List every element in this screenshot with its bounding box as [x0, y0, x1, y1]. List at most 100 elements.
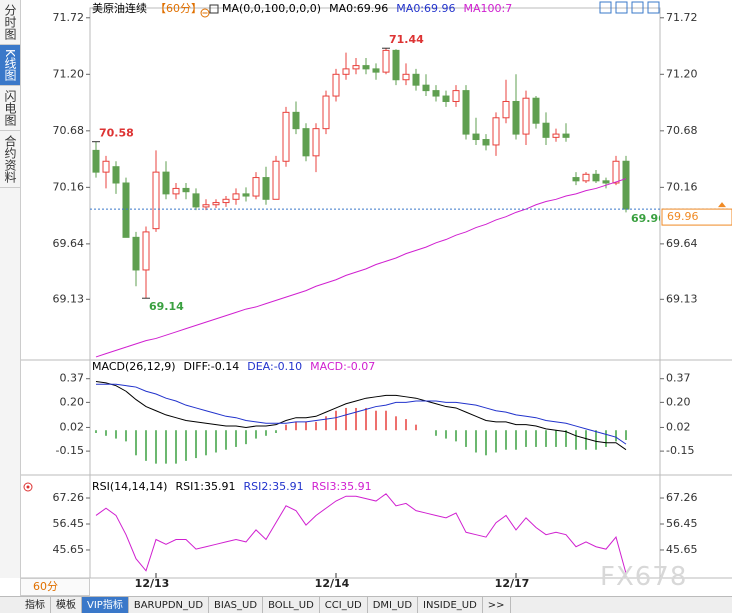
toolbar-tab[interactable]: BARUPDN_UD	[129, 597, 210, 613]
y-tick-label: 71.72	[53, 11, 85, 24]
candle-body	[412, 73, 420, 86]
candle-body	[402, 73, 410, 81]
side-tab[interactable]: K线图	[0, 45, 20, 86]
candle-body	[262, 177, 270, 200]
legend-label: RSI3:35.91	[312, 480, 372, 493]
toolbar-tab[interactable]: INSIDE_UD	[418, 597, 483, 613]
candle-body	[222, 198, 230, 204]
candle-body	[112, 166, 120, 184]
toolbar-tab[interactable]: CCI_UD	[320, 597, 368, 613]
y-tick-label: 0.20	[60, 395, 85, 408]
candle-body	[332, 73, 340, 97]
candle-body	[302, 128, 310, 157]
candle-body	[362, 65, 370, 70]
legend-label: 美原油连续	[92, 1, 147, 15]
annotation-label: 70.58	[99, 127, 134, 140]
candle-body	[142, 231, 150, 271]
toolbar-tab[interactable]: 模板	[51, 597, 82, 613]
header-icon[interactable]	[200, 8, 210, 18]
y-tick-label: 0.02	[60, 420, 85, 433]
y-tick-label: 0.20	[666, 395, 691, 408]
y-tick-label: 69.64	[53, 237, 85, 250]
candle-body	[252, 177, 260, 197]
toolbar-tab[interactable]: VIP指标	[82, 597, 129, 613]
x-tick-label: 12/17	[495, 577, 530, 590]
candle-body	[592, 173, 600, 182]
side-tab[interactable]: 闪电图	[0, 86, 20, 131]
toolbar-tab[interactable]: DMI_UD	[368, 597, 419, 613]
candle-body	[92, 149, 100, 173]
candle-body	[202, 204, 210, 208]
candle-body	[312, 128, 320, 157]
legend-label: DEA:-0.10	[247, 360, 302, 373]
window-controls[interactable]	[599, 1, 660, 14]
annotation-label: 71.44	[389, 33, 424, 46]
legend-label: MACD:-0.07	[310, 360, 375, 373]
candle-body	[182, 187, 190, 193]
candle-body	[552, 133, 560, 138]
y-tick-label: 45.65	[666, 543, 698, 556]
y-tick-label: 56.45	[53, 517, 85, 530]
legend-label: MA0:69.96	[396, 2, 455, 15]
legend-label: MA(0,0,100,0,0,0)	[222, 2, 321, 15]
y-tick-label: 45.65	[53, 543, 85, 556]
toolbar-tab[interactable]: >>	[483, 597, 511, 613]
y-tick-label: 71.72	[666, 11, 698, 24]
last-price-box	[661, 208, 732, 226]
candle-body	[282, 111, 290, 162]
legend-label: RSI1:35.91	[175, 480, 235, 493]
y-tick-label: 69.13	[666, 292, 698, 305]
period-selector[interactable]: 60分	[20, 578, 90, 596]
watermark: FX678	[600, 562, 688, 592]
y-tick-label: 56.45	[666, 517, 698, 530]
header-icon[interactable]	[209, 4, 219, 14]
candle-body	[452, 90, 460, 102]
y-tick-label: 70.16	[666, 180, 698, 193]
candle-body	[102, 160, 110, 173]
y-tick-label: 69.13	[53, 292, 85, 305]
side-tab[interactable]: 分时图	[0, 0, 20, 45]
y-tick-label: 0.37	[666, 372, 691, 385]
y-tick-label: 0.37	[60, 372, 85, 385]
candle-body	[562, 133, 570, 138]
y-tick-label: 71.20	[666, 67, 698, 80]
candle-body	[422, 84, 430, 92]
candle-body	[532, 97, 540, 124]
y-tick-label: 70.68	[53, 124, 85, 137]
legend-label: 【60分】	[155, 2, 202, 15]
toolbar-tab[interactable]: 指标	[20, 597, 51, 613]
y-tick-label: 70.16	[53, 180, 85, 193]
candle-body	[212, 202, 220, 206]
candles: 70.58 71.44 69.14 69.96	[92, 33, 660, 358]
candle-body	[322, 95, 330, 130]
y-tick-label: 71.20	[53, 67, 85, 80]
y-tick-label: 70.68	[666, 124, 698, 137]
settings-icon[interactable]	[23, 482, 33, 492]
side-tab[interactable]: 合约资料	[0, 131, 20, 188]
candle-body	[522, 97, 530, 135]
toolbar-tab[interactable]: BIAS_UD	[209, 597, 264, 613]
candle-body	[292, 111, 300, 130]
candle-body	[612, 160, 620, 184]
sidebar: 分时图 K线图 闪电图 合约资料	[0, 0, 21, 578]
candle-body	[542, 122, 550, 138]
candle-body	[232, 193, 240, 200]
legend-label: RSI(14,14,14)	[92, 480, 167, 493]
legend-label: MA100:7	[464, 2, 513, 15]
candle-body	[492, 117, 500, 146]
candle-body	[382, 49, 390, 73]
y-tick-label: 0.02	[666, 420, 691, 433]
candle-body	[152, 171, 160, 230]
candle-body	[472, 133, 480, 141]
x-tick-label: 12/14	[315, 577, 350, 590]
candle-body	[272, 160, 280, 200]
legend-label: MACD(26,12,9)	[92, 360, 176, 373]
indicator-line	[95, 380, 627, 451]
candle-body	[342, 68, 350, 75]
legend-label: RSI2:35.91	[244, 480, 304, 493]
toolbar-tab[interactable]: BOLL_UD	[263, 597, 320, 613]
legend-label: MA0:69.96	[329, 2, 388, 15]
y-tick-label: -0.15	[666, 444, 694, 457]
candle-body	[502, 100, 510, 119]
